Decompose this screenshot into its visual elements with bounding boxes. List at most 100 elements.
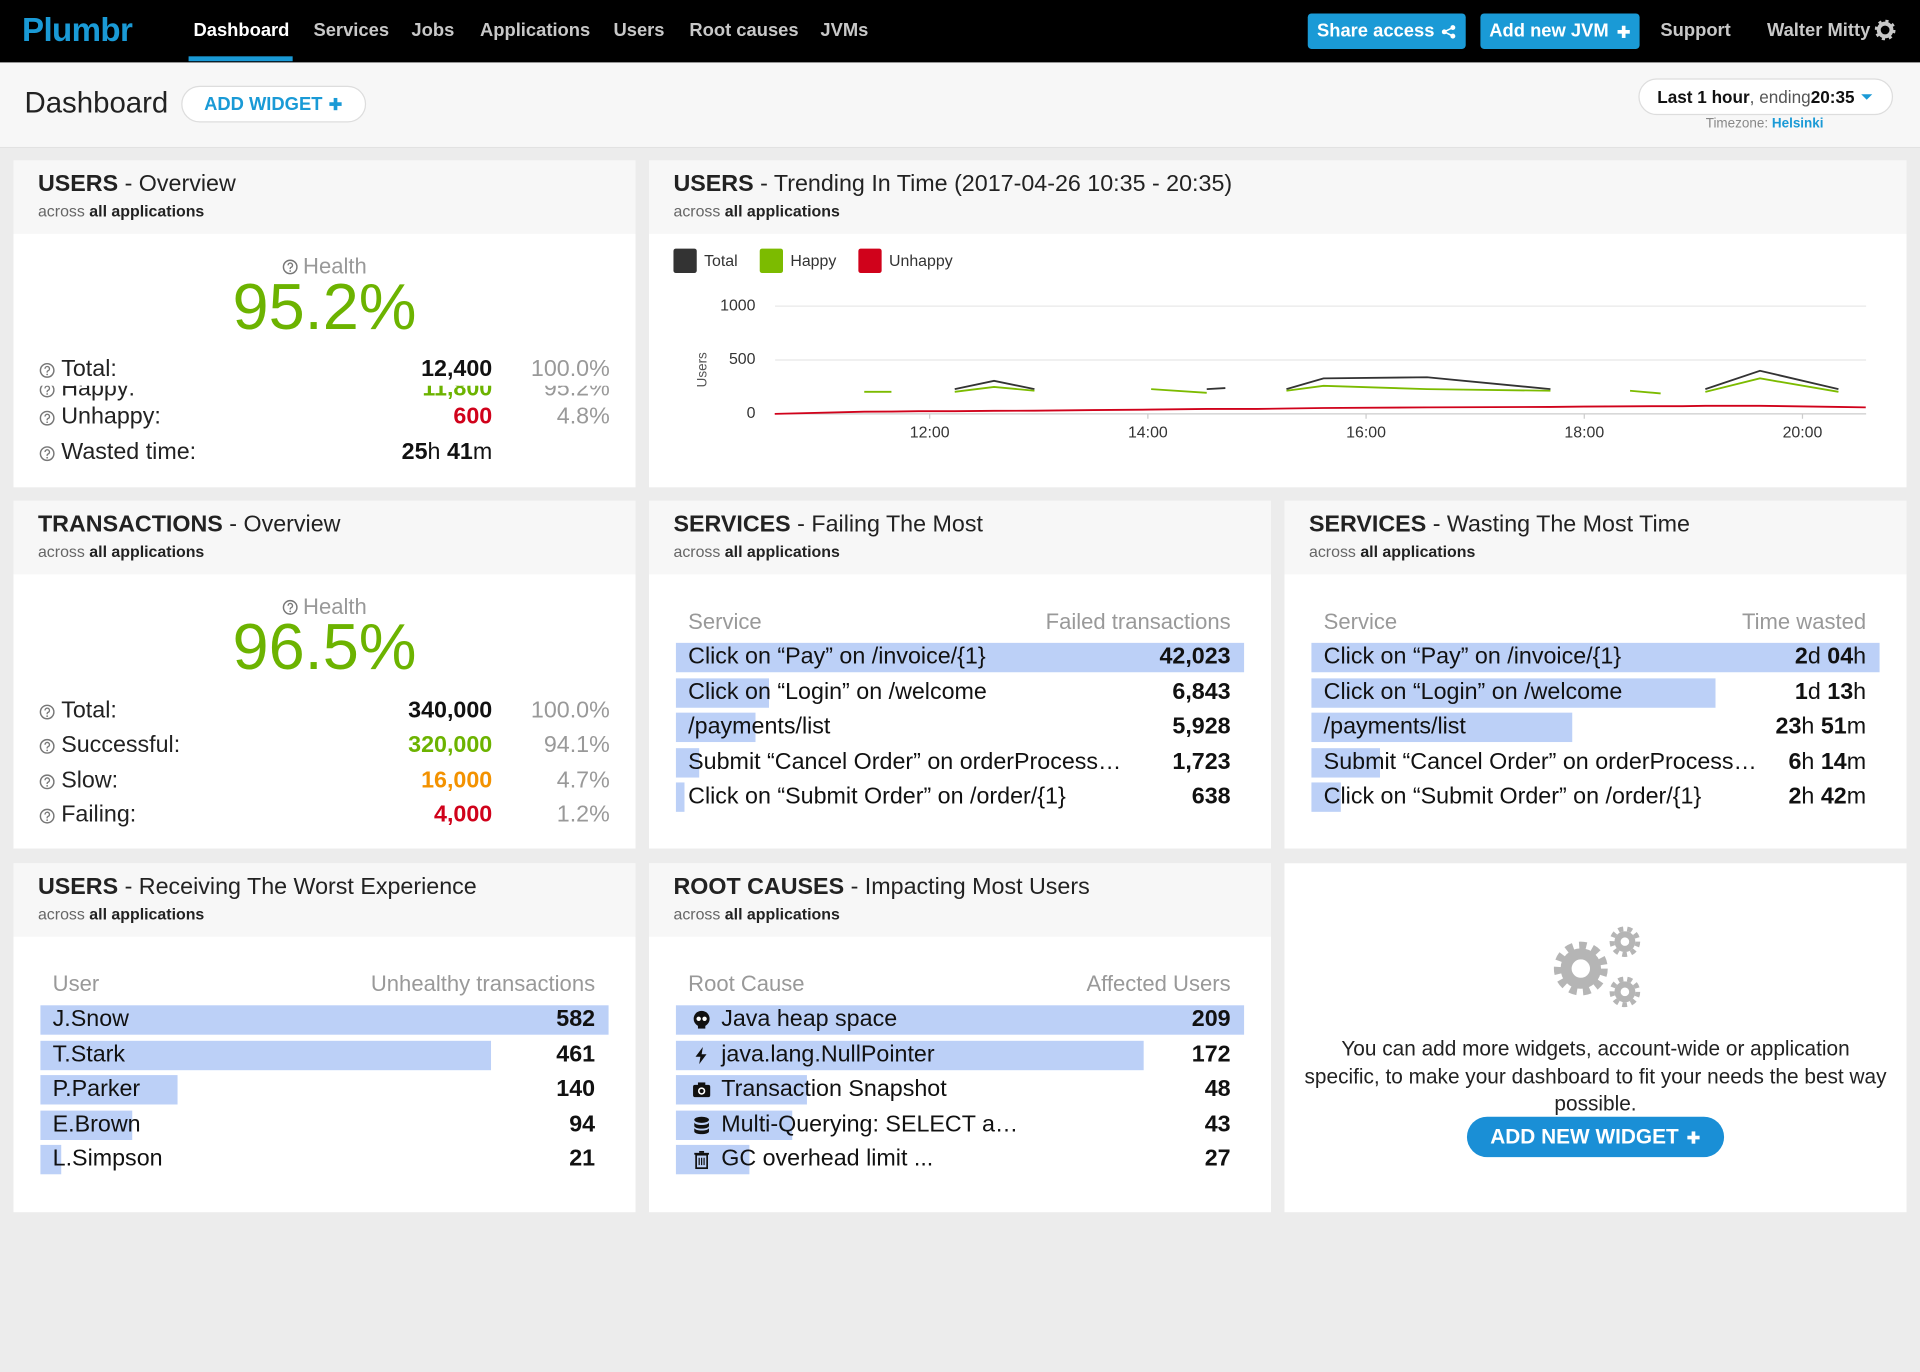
unit-part: h — [1801, 714, 1821, 740]
row-name: java.lang.NullPointer — [721, 1041, 935, 1068]
timezone-value: Helsinki — [1771, 116, 1824, 132]
scope-prefix: across — [37, 904, 85, 924]
plus-icon — [1687, 1130, 1700, 1144]
widget-title-text: - Failing The Most — [797, 511, 983, 538]
x-tick-label: 20:00 — [1783, 425, 1823, 442]
root-cause-icon — [694, 1151, 709, 1170]
settings-gear — [1874, 19, 1896, 41]
row-value: 320,000 — [408, 732, 493, 758]
scope-prefix: across — [37, 542, 85, 561]
row-percent: 94.1% — [543, 732, 610, 758]
series-line — [774, 404, 1866, 415]
nav-item[interactable]: Users — [613, 20, 665, 42]
add-jvm-button-label: Add new JVM — [1489, 20, 1609, 42]
timezone: Timezone: Helsinki — [1706, 116, 1824, 131]
user-menu[interactable]: Walter Mitty — [1766, 20, 1871, 42]
row-name: /payments/list — [1323, 714, 1466, 740]
row-name: Click on “Pay” on /invoice/{1} — [1323, 644, 1622, 670]
bar — [675, 1040, 1144, 1070]
x-tick-label: 18:00 — [1564, 425, 1604, 442]
number-part: 13 — [1827, 679, 1854, 705]
legend-label: Happy — [790, 253, 836, 270]
row-value: 25h 41m — [402, 440, 493, 467]
widget-title: SERVICES - Wasting The Most Time — [1309, 512, 1690, 539]
help-icon — [39, 704, 55, 720]
row-value: 5,928 — [1172, 714, 1231, 740]
x-tick-label: 16:00 — [1346, 425, 1386, 442]
row-label: Slow: — [61, 767, 119, 794]
column-header: Failed transactions — [1045, 609, 1231, 634]
nav-item[interactable]: Dashboard — [193, 20, 290, 42]
add-widget-label: ADD WIDGET — [204, 93, 323, 115]
row-value: 1,723 — [1172, 749, 1231, 775]
nav-item[interactable]: Root causes — [689, 20, 799, 42]
add-widget-button[interactable]: ADD WIDGET — [181, 85, 367, 123]
share-button[interactable]: Share access — [1307, 13, 1466, 49]
row-value: 600 — [453, 404, 493, 430]
row-value: 27 — [1204, 1146, 1231, 1173]
widget: You can add more widgets, account-wide o… — [1284, 863, 1907, 1213]
row-label: Unhappy: — [61, 404, 161, 430]
page-title: Dashboard — [24, 86, 169, 120]
health-label: Health — [282, 594, 367, 620]
widget: TRANSACTIONS - Overview across all applic… — [13, 500, 636, 849]
root-cause-icon — [695, 1046, 707, 1064]
bar — [1311, 712, 1573, 743]
widget-title-text: - Receiving The Worst Experience — [124, 874, 477, 900]
widget-title-text: - Overview — [124, 171, 236, 198]
row-percent: 4.8% — [556, 404, 610, 430]
number-part: 04 — [1827, 644, 1854, 670]
row-name: Click on “Submit Order” on /order/{1} — [688, 784, 1066, 810]
top-nav: Plumbr Dashboard Services Jobs Applications U… — [0, 0, 1920, 63]
row-mask — [13, 350, 636, 386]
row-label: Total: — [61, 697, 117, 724]
widget-entity: USERS — [673, 171, 754, 198]
y-tick-label: 500 — [729, 351, 756, 368]
unit-part: m — [1846, 714, 1867, 740]
widget-header: TRANSACTIONS - Overview across all applic… — [13, 500, 636, 575]
root-cause-icon — [693, 1010, 710, 1029]
column-header: Root Cause — [688, 971, 805, 997]
widget: USERS - Overview across all applications H… — [13, 160, 636, 488]
row-value: 172 — [1191, 1041, 1231, 1068]
row-label: Total: — [61, 356, 117, 383]
nav-item[interactable]: Jobs — [411, 20, 455, 42]
time-range-selector[interactable]: Last 1 hour, ending 20:35 — [1638, 78, 1894, 116]
row-name: Multi-Querying: SELECT a… — [721, 1111, 1019, 1138]
widget: USERS - Receiving The Worst Experience ac… — [13, 863, 636, 1213]
add-jvm-button[interactable]: Add new JVM — [1480, 13, 1640, 49]
bar — [675, 1145, 750, 1175]
health-label-text: Health — [303, 254, 367, 279]
row-value: 6,843 — [1172, 679, 1231, 705]
number-part: 25 — [401, 439, 428, 466]
nav-item[interactable]: Applications — [480, 20, 591, 42]
scope-value: all applications — [724, 542, 840, 561]
nav-item[interactable]: Services — [313, 20, 390, 42]
row-name: T.Stark — [52, 1041, 126, 1068]
row-value: 48 — [1204, 1076, 1231, 1103]
row-name: Click on “Submit Order” on /order/{1} — [1323, 784, 1702, 810]
bar — [40, 1145, 61, 1175]
bar — [675, 1005, 1245, 1035]
number-part: 2 — [1788, 784, 1802, 810]
bar — [1311, 747, 1380, 778]
row-value: 2d 04h — [1795, 644, 1866, 671]
number-part: 2 — [1794, 644, 1808, 670]
y-axis-label: Users — [695, 352, 710, 387]
widget-title: USERS - Receiving The Worst Experience — [38, 874, 477, 901]
root-cause-icon — [694, 1116, 709, 1134]
widget-scope: across all applications — [38, 202, 204, 220]
widget-header: USERS - Receiving The Worst Experience ac… — [13, 863, 636, 937]
add-new-widget-button[interactable]: ADD NEW WIDGET — [1466, 1116, 1725, 1158]
row-value: 23h 51m — [1776, 714, 1867, 741]
support-link[interactable]: Support — [1660, 20, 1731, 42]
bar — [675, 712, 757, 743]
add-new-widget-label: ADD NEW WIDGET — [1490, 1124, 1679, 1148]
logo[interactable]: Plumbr — [22, 11, 133, 49]
widget-title-text: - Impacting Most Users — [850, 874, 1090, 900]
row-name: L.Simpson — [52, 1146, 163, 1173]
widget-header: ROOT CAUSES - Impacting Most Users across… — [648, 863, 1272, 937]
nav-item[interactable]: JVMs — [820, 20, 869, 42]
widget-scope: across all applications — [673, 542, 839, 560]
widget-title-text: - Wasting The Most Time — [1432, 511, 1690, 538]
